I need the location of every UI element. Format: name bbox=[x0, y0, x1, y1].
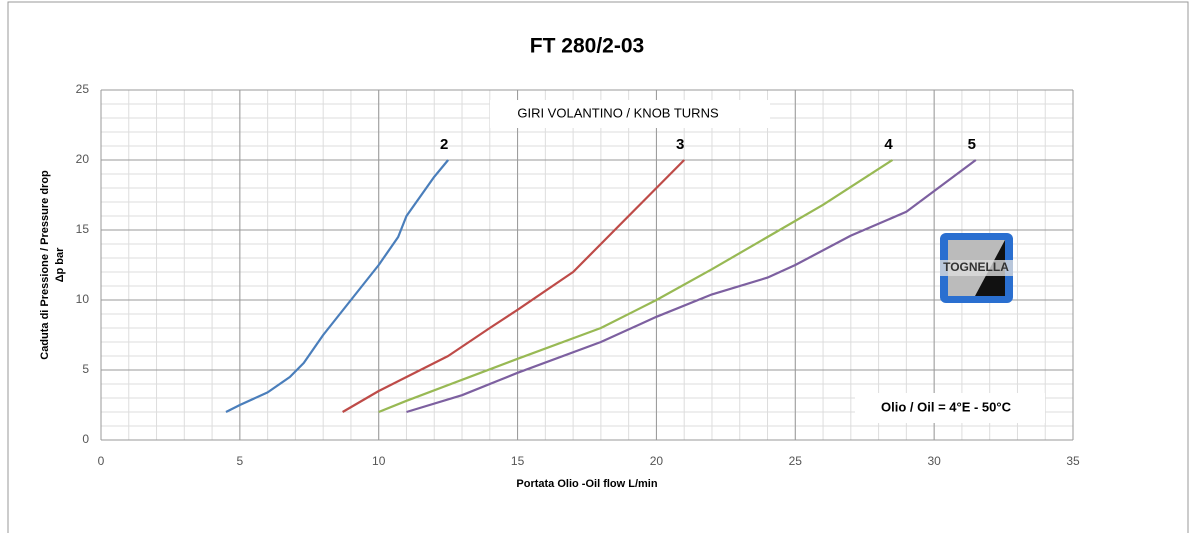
series-label: 5 bbox=[968, 136, 976, 153]
x-tick-label: 20 bbox=[650, 454, 664, 468]
x-tick-label: 35 bbox=[1066, 454, 1080, 468]
y-tick-label: 5 bbox=[82, 362, 89, 376]
annotation-box bbox=[855, 393, 1045, 423]
y-axis-title: Caduta di Pressione / Pressure drop bbox=[39, 170, 51, 360]
grid bbox=[100, 89, 1074, 441]
chart-title: FT 280/2-03 bbox=[530, 35, 644, 58]
x-tick-label: 0 bbox=[98, 454, 105, 468]
frame bbox=[7, 1, 1189, 533]
x-tick-label: 5 bbox=[237, 454, 244, 468]
series-line bbox=[342, 159, 685, 413]
series-line bbox=[225, 159, 449, 413]
series-label: 2 bbox=[440, 136, 448, 153]
series-line bbox=[378, 159, 894, 414]
x-tick-label: 25 bbox=[789, 454, 803, 468]
annotation: Olio / Oil = 4°E - 50°C bbox=[881, 399, 1012, 414]
y-tick-label: 15 bbox=[76, 222, 90, 236]
logo-text: TOGNELLA bbox=[943, 260, 1009, 274]
y-axis-title: Δp bar bbox=[54, 247, 66, 283]
x-axis-title: Portata Olio -Oil flow L/min bbox=[516, 478, 657, 490]
annotation-box bbox=[490, 100, 770, 128]
y-tick-label: 20 bbox=[76, 152, 90, 166]
y-tick-label: 25 bbox=[76, 82, 90, 96]
series-label: 4 bbox=[884, 136, 893, 153]
y-tick-label: 0 bbox=[82, 432, 89, 446]
y-tick-label: 10 bbox=[76, 292, 90, 306]
series-line bbox=[406, 159, 977, 414]
x-tick-label: 15 bbox=[511, 454, 525, 468]
x-tick-label: 30 bbox=[927, 454, 941, 468]
x-tick-label: 10 bbox=[372, 454, 386, 468]
series-label: 3 bbox=[676, 136, 684, 153]
logo: TOGNELLA bbox=[940, 233, 1013, 303]
logo-band bbox=[940, 260, 1013, 276]
annotation: GIRI VOLANTINO / KNOB TURNS bbox=[517, 105, 719, 120]
